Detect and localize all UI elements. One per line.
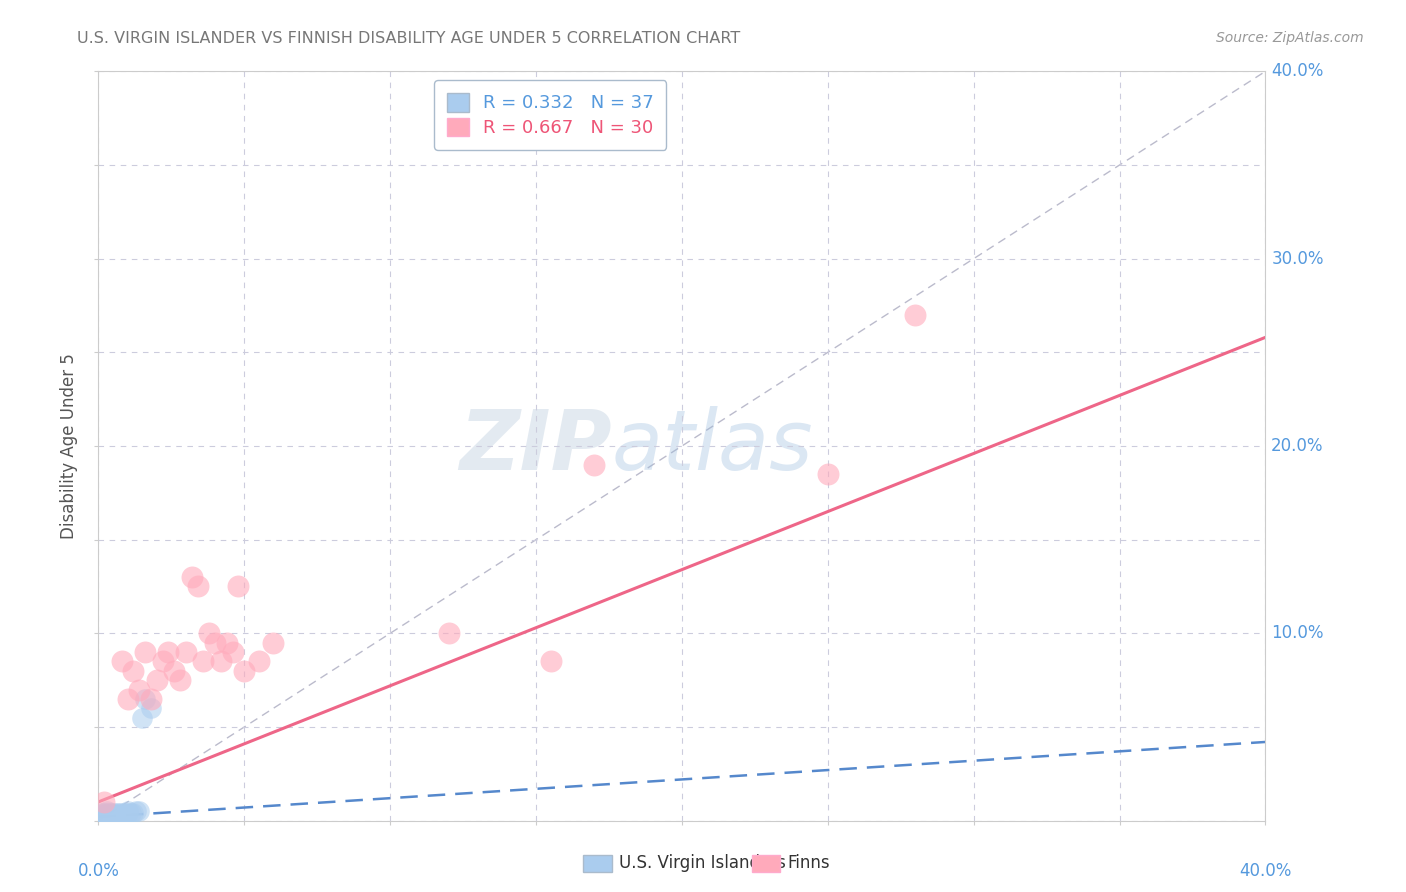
Point xyxy=(198,626,221,640)
Point xyxy=(215,635,238,649)
Point xyxy=(139,692,162,706)
Text: U.S. VIRGIN ISLANDER VS FINNISH DISABILITY AGE UNDER 5 CORRELATION CHART: U.S. VIRGIN ISLANDER VS FINNISH DISABILI… xyxy=(77,31,741,46)
Point xyxy=(125,805,148,819)
Point xyxy=(117,692,139,706)
Point xyxy=(96,810,118,824)
Point xyxy=(98,806,121,821)
Text: Finns: Finns xyxy=(787,855,830,872)
Point xyxy=(157,645,180,659)
Point xyxy=(108,806,131,821)
Point xyxy=(193,655,215,669)
Point xyxy=(111,806,134,821)
Text: atlas: atlas xyxy=(612,406,814,486)
Point xyxy=(437,626,460,640)
Point xyxy=(134,645,156,659)
Point xyxy=(134,692,156,706)
Point xyxy=(111,655,134,669)
Point xyxy=(93,806,115,821)
Point xyxy=(233,664,256,678)
Point xyxy=(262,635,284,649)
Text: 40.0%: 40.0% xyxy=(1271,62,1323,80)
Point xyxy=(117,805,139,819)
Point xyxy=(146,673,169,688)
Point xyxy=(228,580,250,594)
Text: ZIP: ZIP xyxy=(460,406,612,486)
Point xyxy=(96,806,118,821)
Point xyxy=(209,655,232,669)
Point xyxy=(152,655,174,669)
Point xyxy=(96,805,118,819)
Point xyxy=(114,806,136,821)
Point xyxy=(101,810,124,824)
Point xyxy=(101,808,124,822)
Point xyxy=(187,580,209,594)
Point xyxy=(139,701,162,715)
Point xyxy=(104,810,127,824)
Text: 0.0%: 0.0% xyxy=(77,862,120,880)
Point xyxy=(169,673,191,688)
Text: 30.0%: 30.0% xyxy=(1271,250,1323,268)
Point xyxy=(111,808,134,822)
Point xyxy=(122,806,145,821)
Point xyxy=(101,806,124,821)
Point xyxy=(90,812,112,826)
Point xyxy=(817,467,839,482)
Point xyxy=(163,664,186,678)
Point xyxy=(128,682,150,697)
Point xyxy=(104,806,127,821)
Y-axis label: Disability Age Under 5: Disability Age Under 5 xyxy=(60,353,79,539)
Text: U.S. Virgin Islanders: U.S. Virgin Islanders xyxy=(619,855,786,872)
Point xyxy=(93,810,115,824)
Point xyxy=(98,810,121,824)
Point xyxy=(131,710,153,724)
Point xyxy=(93,812,115,826)
Point xyxy=(90,810,112,824)
Point xyxy=(98,808,121,822)
Point xyxy=(93,808,115,822)
Point xyxy=(104,808,127,822)
Point xyxy=(180,570,202,584)
Point xyxy=(583,458,606,472)
Point xyxy=(96,812,118,826)
Point xyxy=(108,808,131,822)
Text: 40.0%: 40.0% xyxy=(1239,862,1292,880)
Legend: R = 0.332   N = 37, R = 0.667   N = 30: R = 0.332 N = 37, R = 0.667 N = 30 xyxy=(434,80,666,150)
Point xyxy=(120,806,142,821)
Point xyxy=(174,645,197,659)
Point xyxy=(114,808,136,822)
Text: Source: ZipAtlas.com: Source: ZipAtlas.com xyxy=(1216,31,1364,45)
Text: 10.0%: 10.0% xyxy=(1271,624,1323,642)
Point xyxy=(96,808,118,822)
Point xyxy=(204,635,226,649)
Point xyxy=(247,655,270,669)
Point xyxy=(90,808,112,822)
Point xyxy=(93,795,115,809)
Point xyxy=(540,655,562,669)
Point xyxy=(122,664,145,678)
Point xyxy=(221,645,243,659)
Text: 20.0%: 20.0% xyxy=(1271,437,1323,455)
Point xyxy=(128,805,150,819)
Point xyxy=(90,806,112,821)
Point xyxy=(904,308,927,322)
Point xyxy=(117,806,139,821)
